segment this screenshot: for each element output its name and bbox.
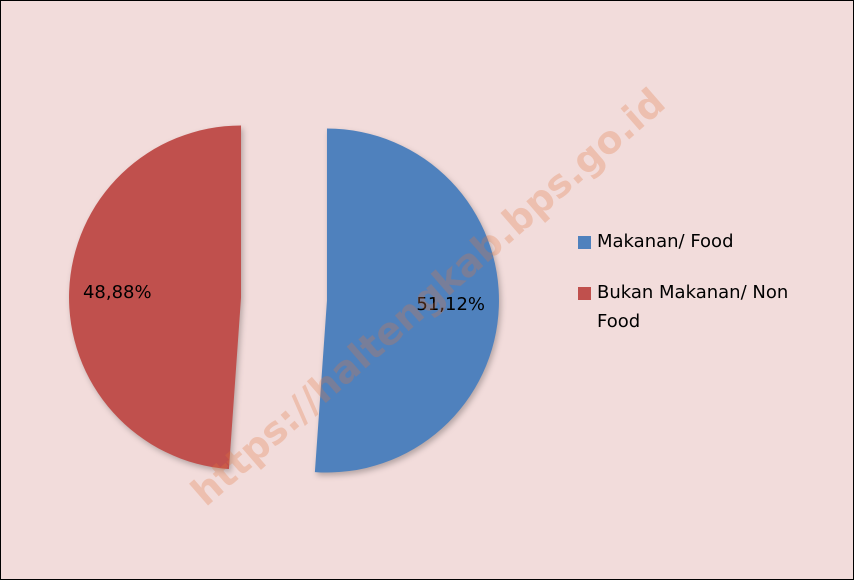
legend-entry: Makanan/ Food [578,227,810,256]
legend-label: Bukan Makanan/ Non Food [597,282,789,332]
legend-swatch [578,236,591,249]
pie-slice [314,128,499,473]
pie-slice [69,125,242,470]
legend-swatch [578,287,591,300]
value-label: 51,12% [416,294,485,315]
legend-label: Makanan/ Food [597,231,734,252]
legend-entry: Bukan Makanan/ Non Food [578,278,810,336]
legend: Makanan/ Food Bukan Makanan/ Non Food [578,227,810,358]
value-label: 48,88% [83,282,152,303]
